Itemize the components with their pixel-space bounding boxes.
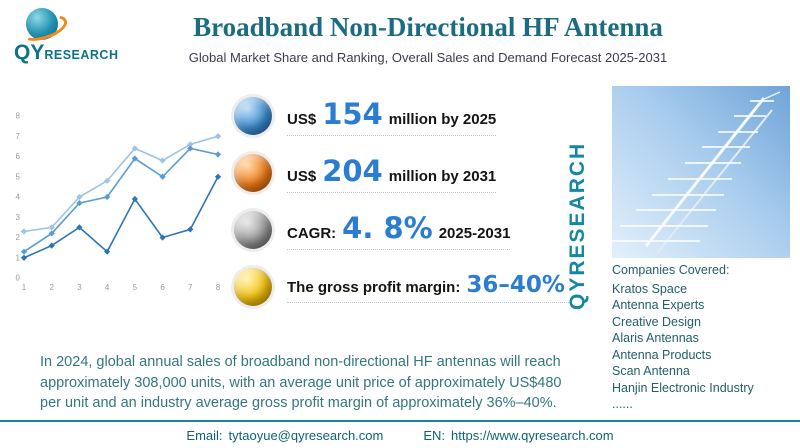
company-item: Hanjin Electronic Industry (612, 380, 754, 395)
stat-prefix: US$ (287, 110, 317, 128)
svg-text:3: 3 (16, 213, 21, 222)
svg-text:5: 5 (16, 172, 21, 181)
key-stats: US$ 154 million by 2025 US$ 204 million by 2… (234, 94, 571, 309)
stat-text: US$ 204 million by 2031 (287, 153, 497, 193)
globe-yellow-icon (234, 268, 272, 306)
company-item: Creative Design (612, 314, 701, 329)
companies-covered: Companies Covered: Kratos Space Antenna E… (612, 262, 796, 413)
company-item: ...... (612, 397, 633, 411)
stat-row-2025-value: US$ 154 million by 2025 (234, 94, 566, 138)
svg-text:4: 4 (105, 283, 110, 292)
stat-value: 154 (322, 96, 383, 131)
svg-text:2: 2 (16, 233, 21, 242)
email-address[interactable]: tytaoyue@qyresearch.com (228, 427, 384, 443)
page-subtitle: Global Market Share and Ranking, Overall… (188, 50, 668, 65)
stat-suffix: 2025-2031 (438, 224, 511, 242)
logo-research-text: RESEARCH (44, 48, 119, 62)
website-url[interactable]: https://www.qyresearch.com (451, 427, 614, 443)
svg-text:7: 7 (188, 283, 193, 292)
stat-prefix: CAGR: (287, 224, 337, 242)
company-item: Antenna Products (612, 347, 712, 362)
svg-text:1: 1 (16, 253, 21, 262)
svg-text:5: 5 (133, 283, 138, 292)
svg-text:0: 0 (16, 274, 21, 283)
company-item: Antenna Experts (612, 298, 705, 312)
svg-text:3: 3 (77, 283, 82, 292)
stat-row-cagr: CAGR: 4. 8% 2025-2031 (234, 208, 566, 252)
company-item: Scan Antenna (612, 364, 690, 378)
page-title: Broadband Non-Directional HF Antenna (193, 12, 663, 42)
stat-text: CAGR: 4. 8% 2025-2031 (287, 210, 511, 250)
svg-text:2: 2 (49, 283, 54, 292)
header: Broadband Non-Directional HF Antenna Glo… (148, 12, 708, 65)
email-label: Email: (186, 427, 223, 443)
stat-prefix: The gross profit margin: (287, 278, 461, 296)
stat-prefix: US$ (287, 167, 317, 185)
companies-list: Kratos Space Antenna Experts Creative Desi… (612, 281, 796, 413)
company-item: Alaris Antennas (612, 331, 699, 345)
antenna-photo (612, 86, 790, 258)
svg-text:6: 6 (16, 152, 21, 161)
qyresearch-logo: QYRESEARCH (14, 8, 148, 65)
vertical-brand-watermark: QYRESEARCH (566, 141, 589, 310)
logo-text: QYRESEARCH (14, 41, 148, 65)
stat-value: 36–40% (466, 271, 565, 298)
en-label: EN: (423, 427, 446, 443)
stat-row-2031-value: US$ 204 million by 2031 (234, 151, 566, 195)
svg-text:6: 6 (160, 283, 165, 292)
svg-text:8: 8 (216, 283, 221, 292)
stat-value: 204 (322, 153, 383, 188)
globe-orange-icon (234, 154, 272, 192)
stat-row-gross-margin: The gross profit margin: 36–40% (234, 265, 571, 309)
market-summary-paragraph: In 2024, global annual sales of broadban… (40, 354, 562, 412)
svg-text:4: 4 (16, 193, 21, 202)
stat-suffix: million by 2025 (388, 110, 497, 128)
stat-suffix: million by 2031 (388, 167, 497, 185)
stat-value: 4. 8% (342, 210, 433, 245)
stat-text: US$ 154 million by 2025 (287, 96, 497, 136)
globe-gray-icon (234, 211, 272, 249)
svg-text:7: 7 (16, 132, 21, 141)
logo-globe-icon (17, 8, 71, 46)
stat-text: The gross profit margin: 36–40% (287, 272, 571, 303)
svg-text:8: 8 (16, 112, 21, 121)
globe-blue-icon (234, 97, 272, 135)
companies-heading: Companies Covered: (612, 263, 730, 277)
svg-text:1: 1 (22, 283, 27, 292)
footer-bar: Email: tytaoyue@qyresearch.com EN: https… (0, 420, 800, 448)
company-item: Kratos Space (612, 281, 688, 296)
logo-qy-text: QY (14, 41, 45, 64)
